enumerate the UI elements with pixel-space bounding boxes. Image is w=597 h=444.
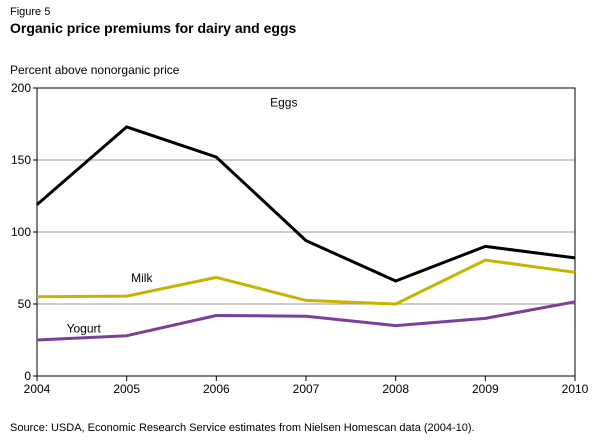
x-tick-label-2010: 2010 [562, 382, 589, 396]
y-tick-label-100: 100 [11, 225, 31, 239]
series-label-milk: Milk [131, 271, 153, 285]
x-tick-label-2004: 2004 [24, 382, 51, 396]
y-tick-label-200: 200 [11, 81, 31, 95]
series-line-yogurt [37, 302, 575, 340]
series-label-yogurt: Yogurt [67, 321, 102, 335]
series-labels: Eggs Milk Yogurt [67, 95, 298, 335]
x-tick-label-2008: 2008 [382, 382, 409, 396]
y-tick-label-150: 150 [11, 153, 31, 167]
series-label-eggs: Eggs [270, 95, 297, 109]
axes: 0 50 100 150 200 2004 2005 2006 2007 2008 2009 2010 [11, 81, 589, 396]
series-line-eggs [37, 127, 575, 281]
y-tick-label-50: 50 [18, 297, 32, 311]
source-note: Source: USDA, Economic Research Service … [10, 422, 475, 434]
x-tick-label-2007: 2007 [293, 382, 320, 396]
x-tick-label-2009: 2009 [472, 382, 499, 396]
series-line-milk [37, 260, 575, 304]
y-tick-label-0: 0 [24, 369, 31, 383]
grid-lines [37, 88, 575, 304]
x-tick-label-2006: 2006 [203, 382, 230, 396]
series-lines [37, 127, 575, 340]
x-tick-label-2005: 2005 [113, 382, 140, 396]
